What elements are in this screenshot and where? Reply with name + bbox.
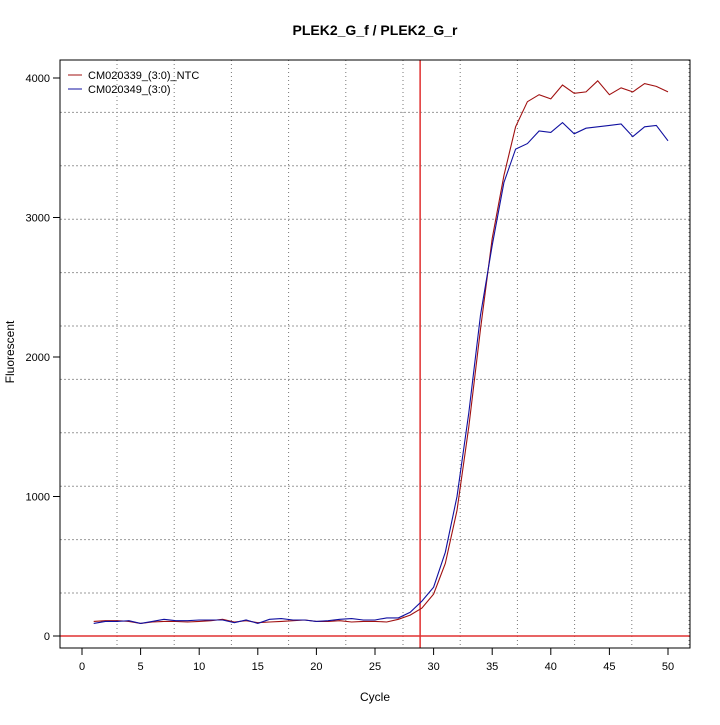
x-tick-label: 35 — [486, 661, 498, 673]
x-tick-label: 30 — [427, 661, 439, 673]
y-axis-label: Fluorescent — [3, 320, 17, 383]
x-tick-label: 45 — [603, 661, 615, 673]
chart-title: PLEK2_G_f / PLEK2_G_r — [293, 22, 459, 38]
y-tick-label: 2000 — [26, 352, 50, 364]
axes: 0 5 10 15 20 25 30 35 40 45 50 0 1000 2000 3000 4000 — [26, 59, 691, 673]
plot-frame — [59, 59, 691, 649]
x-tick-label: 20 — [310, 661, 322, 673]
marks — [60, 60, 690, 648]
series-line-1 — [93, 79, 669, 624]
x-tick-label: 15 — [252, 661, 264, 673]
x-tick-label: 25 — [369, 661, 381, 673]
x-tick-label: 10 — [193, 661, 205, 673]
legend-label: CM020349_(3:0) — [88, 84, 171, 96]
x-tick-label: 50 — [662, 661, 674, 673]
x-tick-label: 0 — [79, 661, 85, 673]
legend: CM020339_(3:0)_NTC CM020349_(3:0) — [68, 70, 199, 96]
x-tick-label: 5 — [138, 661, 144, 673]
grid — [60, 60, 690, 648]
x-tick-label: 40 — [545, 661, 557, 673]
series-line-2 — [93, 121, 669, 624]
legend-label: CM020339_(3:0)_NTC — [88, 70, 199, 82]
x-axis-label: Cycle — [360, 690, 390, 704]
y-tick-label: 3000 — [26, 213, 50, 225]
y-tick-label: 4000 — [26, 73, 50, 85]
y-tick-label: 1000 — [26, 492, 50, 504]
y-tick-label: 0 — [44, 631, 50, 643]
